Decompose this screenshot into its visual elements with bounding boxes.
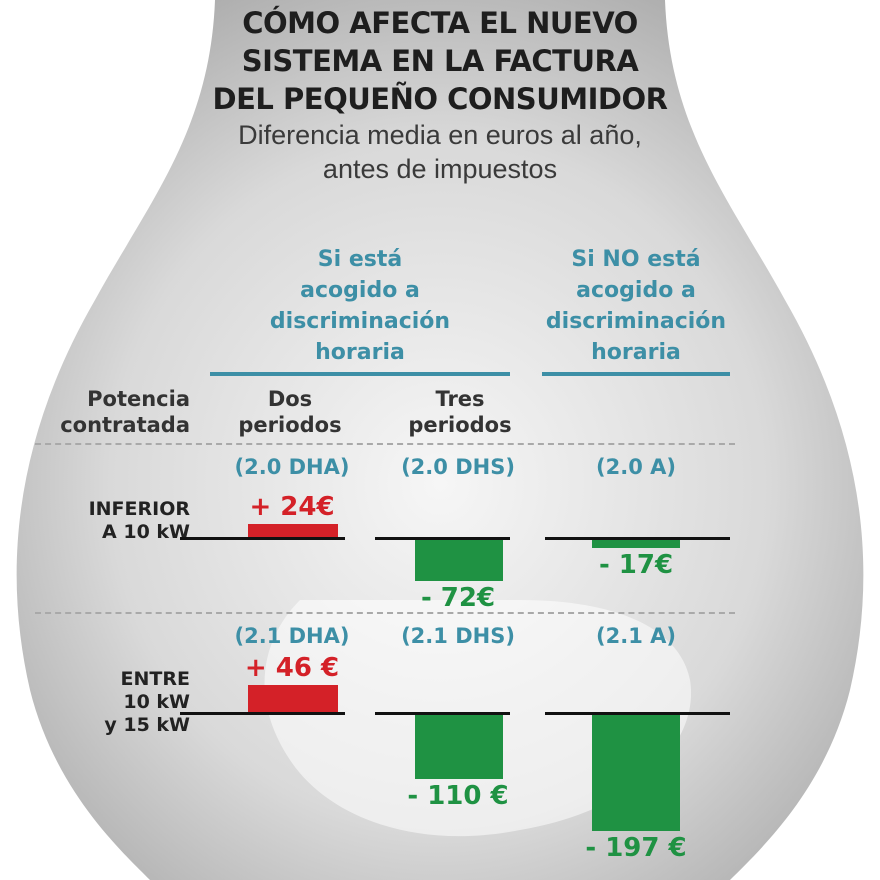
group-header-line: acogido a [300, 278, 420, 303]
group-header-line: Si está [317, 247, 403, 272]
bar-value-label: - 197 € [585, 833, 687, 864]
bar-negative [592, 538, 680, 549]
bar-code-label: (2.1 A) [596, 624, 676, 648]
bar-negative [415, 538, 503, 582]
subtitle-line: antes de impuestos [322, 154, 558, 184]
group-header-with-dh: Si está acogido a discriminación horaria [210, 244, 510, 368]
subtitle-line: Diferencia media en euros al año, [238, 120, 642, 150]
bar-code-label: (2.1 DHS) [401, 624, 515, 648]
bar-value-label: + 46 € [244, 653, 340, 684]
bar-code-label: (2.0 DHS) [401, 455, 515, 479]
column-header-line: periodos [238, 413, 342, 437]
group-header-line: Si NO está [571, 247, 701, 272]
bar-value-label: - 110 € [407, 781, 509, 811]
potencia-line: Potencia [87, 387, 190, 411]
bar-value-label: + 24€ [249, 491, 335, 522]
group-header-line: acogido a [576, 278, 696, 303]
row-separator [35, 612, 735, 614]
chart-title: CÓMO AFECTA EL NUEVO SISTEMA EN LA FACTU… [0, 4, 880, 118]
group-underline [210, 372, 510, 376]
group-header-line: horaria [591, 340, 681, 365]
column-header-line: Dos [267, 387, 313, 411]
bar-code-label: (2.1 DHA) [234, 624, 350, 648]
row-label-line: y 15 kW [104, 714, 190, 736]
title-line: DEL PEQUEÑO CONSUMIDOR [212, 82, 668, 116]
bar-positive [248, 523, 338, 538]
bar-code-label: (2.0 DHA) [234, 455, 350, 479]
group-header-line: horaria [315, 340, 405, 365]
column-header-line: periodos [408, 413, 512, 437]
bar-positive [248, 685, 338, 713]
title-line: SISTEMA EN LA FACTURA [241, 44, 639, 78]
row-label-line: INFERIOR [88, 498, 190, 520]
row-label-line: ENTRE [120, 668, 190, 690]
row-label-entre-10-15kw: ENTRE 10 kW y 15 kW [40, 668, 190, 737]
row-label-line: A 10 kW [102, 521, 190, 543]
potencia-line: contratada [60, 413, 190, 437]
zero-baseline [180, 712, 345, 715]
potencia-header: Potencia contratada [40, 386, 190, 438]
group-header-line: discriminación [269, 309, 451, 334]
zero-baseline [375, 537, 510, 540]
bar-negative [415, 713, 503, 779]
column-header-dos-periodos: Dos periodos [210, 386, 370, 438]
row-label-line: 10 kW [123, 691, 190, 713]
zero-baseline [180, 537, 345, 540]
zero-baseline [545, 537, 730, 540]
group-header-without-dh: Si NO está acogido a discriminación hora… [542, 244, 730, 368]
bar-value-label: - 17€ [598, 550, 674, 581]
group-underline [542, 372, 730, 376]
column-header-line: Tres [435, 387, 485, 411]
bar-code-label: (2.0 A) [596, 455, 676, 479]
row-label-inferior-10kw: INFERIOR A 10 kW [40, 498, 190, 544]
row-separator [35, 443, 735, 445]
zero-baseline [545, 712, 730, 715]
bar-negative [592, 713, 680, 832]
column-header-tres-periodos: Tres periodos [375, 386, 545, 438]
bar-value-label: - 72€ [420, 583, 496, 614]
title-line: CÓMO AFECTA EL NUEVO [242, 6, 638, 40]
chart-subtitle: Diferencia media en euros al año, antes … [0, 118, 880, 186]
group-header-line: discriminación [545, 309, 727, 334]
zero-baseline [375, 712, 510, 715]
